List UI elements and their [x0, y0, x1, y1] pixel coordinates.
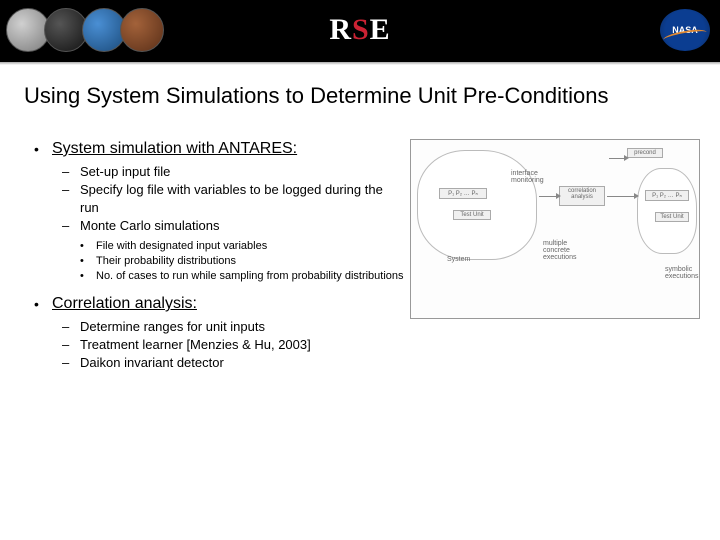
rse-logo: RSE: [329, 13, 390, 47]
arrow-icon: [609, 158, 625, 159]
nasa-label: NASA: [672, 25, 698, 35]
rse-logo-s: S: [352, 13, 370, 46]
nasa-logo-icon: NASA: [660, 9, 710, 51]
diagram-box: P₁ P₂ … Pₙ Test Unit System interface mo…: [410, 139, 700, 319]
text-column: • System simulation with ANTARES: Set-up…: [34, 139, 404, 382]
diagram-interface-monitoring-label: interface monitoring: [511, 170, 555, 184]
diagram-test-unit-left: Test Unit: [453, 210, 491, 220]
bullet-2: • Correlation analysis: Determine ranges…: [34, 294, 404, 372]
bullet-1-sub-3: No. of cases to run while sampling from …: [96, 269, 404, 284]
bullet-1-dash-1: Set-up input file: [80, 163, 170, 181]
cloud-testunit-icon: [637, 168, 697, 254]
diagram-column: P₁ P₂ … Pₙ Test Unit System interface mo…: [404, 139, 700, 382]
diagram-p-vars-1: P₁ P₂ … Pₙ: [439, 188, 487, 199]
diagram-precond-box: precond: [627, 148, 663, 158]
rse-logo-e: E: [370, 13, 391, 46]
bullet-2-dash-3: Daikon invariant detector: [80, 354, 224, 372]
bullet-1-heading: System simulation with ANTARES:: [52, 139, 297, 159]
diagram-p-vars-2: P₁ P₂ … Pₙ: [645, 190, 689, 201]
diagram-symbolic-label: symbolic executions: [665, 266, 705, 280]
bullet-dot-icon: •: [34, 139, 52, 159]
bullet-2-heading: Correlation analysis:: [52, 294, 197, 314]
content-area: • System simulation with ANTARES: Set-up…: [0, 129, 720, 382]
bullet-1-sub-1: File with designated input variables: [96, 239, 267, 254]
header-bar: RSE NASA: [0, 0, 720, 62]
cloud-system-icon: [417, 150, 537, 260]
diagram-multiple-label: multiple concrete executions: [543, 240, 593, 261]
bullet-1-dash-2: Specify log file with variables to be lo…: [80, 181, 404, 217]
header-divider: [0, 62, 720, 65]
planet-mars-icon: [120, 8, 164, 52]
bullet-1-sub-2: Their probability distributions: [96, 254, 236, 269]
bullet-1-dash-3: Monte Carlo simulations: [80, 217, 219, 235]
diagram-test-unit-right: Test Unit: [655, 212, 689, 222]
rse-logo-r: R: [329, 13, 352, 46]
slide-title: Using System Simulations to Determine Un…: [24, 83, 696, 109]
bullet-dot-icon: •: [34, 294, 52, 314]
diagram-system-label: System: [447, 256, 470, 263]
arrow-icon: [539, 196, 557, 197]
bullet-2-dash-2: Treatment learner [Menzies & Hu, 2003]: [80, 336, 311, 354]
arrow-icon: [607, 196, 635, 197]
bullet-2-dash-1: Determine ranges for unit inputs: [80, 318, 265, 336]
bullet-1: • System simulation with ANTARES: Set-up…: [34, 139, 404, 284]
diagram-correlation-box: correlation analysis: [559, 186, 605, 206]
planet-row: [6, 8, 158, 52]
